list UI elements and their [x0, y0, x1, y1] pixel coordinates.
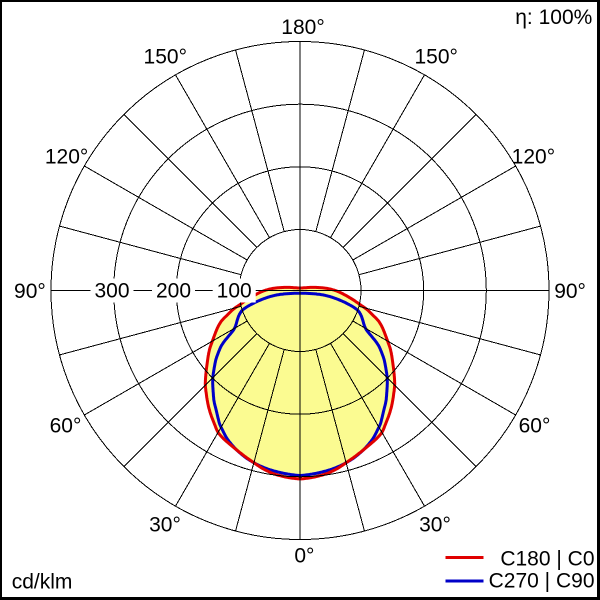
- svg-text:60°: 60°: [519, 415, 551, 438]
- svg-text:C270 | C90: C270 | C90: [489, 570, 595, 593]
- svg-text:180°: 180°: [281, 16, 324, 39]
- svg-text:90°: 90°: [554, 280, 586, 303]
- svg-text:0°: 0°: [294, 544, 314, 567]
- svg-text:90°: 90°: [14, 280, 46, 303]
- svg-text:120°: 120°: [45, 145, 88, 168]
- svg-text:η: 100%: η: 100%: [515, 6, 592, 29]
- svg-text:C180 | C0: C180 | C0: [500, 548, 594, 571]
- svg-text:100: 100: [217, 280, 252, 303]
- svg-text:120°: 120°: [512, 145, 555, 168]
- svg-text:30°: 30°: [149, 514, 181, 537]
- svg-text:300: 300: [94, 280, 129, 303]
- svg-text:30°: 30°: [419, 514, 451, 537]
- svg-text:200: 200: [156, 280, 191, 303]
- svg-text:150°: 150°: [414, 46, 457, 69]
- svg-text:150°: 150°: [144, 46, 187, 69]
- svg-text:cd/klm: cd/klm: [12, 570, 73, 593]
- svg-text:60°: 60°: [50, 415, 82, 438]
